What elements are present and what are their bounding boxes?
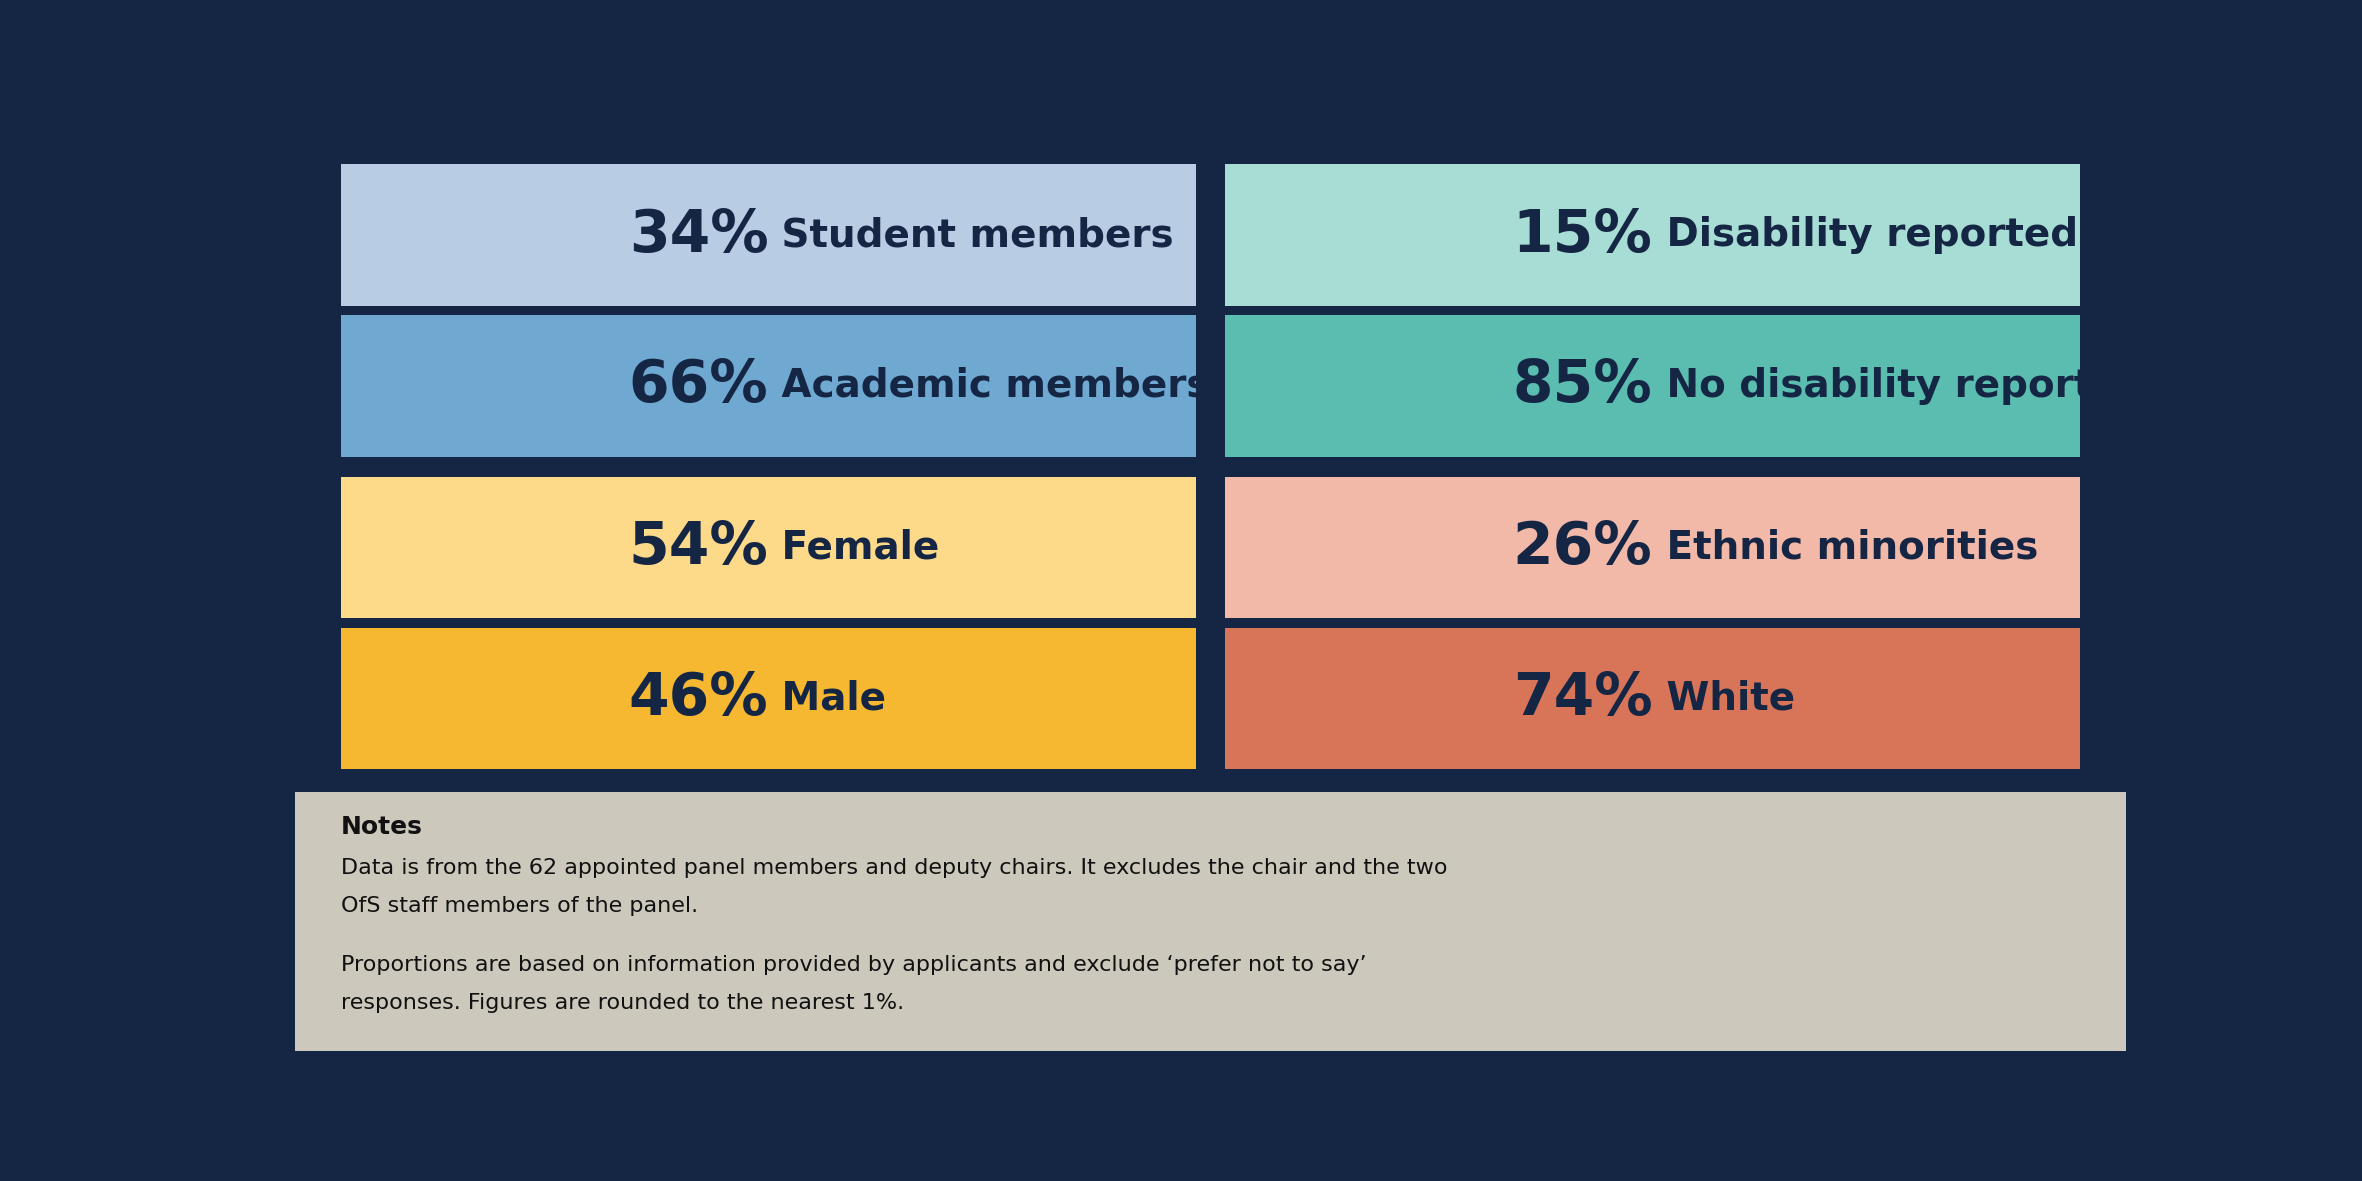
Text: 15%: 15%	[1512, 207, 1653, 263]
Text: Notes: Notes	[340, 815, 423, 839]
Text: 66%: 66%	[628, 358, 768, 415]
FancyBboxPatch shape	[1226, 627, 2081, 769]
FancyBboxPatch shape	[1226, 164, 2081, 306]
Text: Disability reported: Disability reported	[1653, 216, 2079, 254]
Text: Ethnic minorities: Ethnic minorities	[1653, 529, 2038, 567]
FancyBboxPatch shape	[295, 792, 2126, 1051]
Text: White: White	[1653, 679, 1795, 717]
Text: Academic members: Academic members	[768, 367, 1209, 405]
Text: 74%: 74%	[1512, 670, 1653, 726]
Text: 26%: 26%	[1512, 520, 1653, 576]
Text: 85%: 85%	[1512, 358, 1653, 415]
Text: Female: Female	[768, 529, 940, 567]
Text: Student members: Student members	[768, 216, 1174, 254]
FancyBboxPatch shape	[1226, 315, 2081, 457]
FancyBboxPatch shape	[340, 315, 1195, 457]
FancyBboxPatch shape	[340, 627, 1195, 769]
FancyBboxPatch shape	[1226, 477, 2081, 619]
Text: Proportions are based on information provided by applicants and exclude ‘prefer : Proportions are based on information pro…	[340, 954, 1368, 974]
Text: responses. Figures are rounded to the nearest 1%.: responses. Figures are rounded to the ne…	[340, 993, 905, 1013]
Text: OfS staff members of the panel.: OfS staff members of the panel.	[340, 896, 699, 916]
Text: Data is from the 62 appointed panel members and deputy chairs. It excludes the c: Data is from the 62 appointed panel memb…	[340, 859, 1448, 879]
Text: 54%: 54%	[628, 520, 768, 576]
Text: Male: Male	[768, 679, 886, 717]
FancyBboxPatch shape	[340, 477, 1195, 619]
FancyBboxPatch shape	[340, 164, 1195, 306]
Text: 34%: 34%	[628, 207, 768, 263]
Text: No disability reported: No disability reported	[1653, 367, 2147, 405]
Text: 46%: 46%	[628, 670, 768, 726]
